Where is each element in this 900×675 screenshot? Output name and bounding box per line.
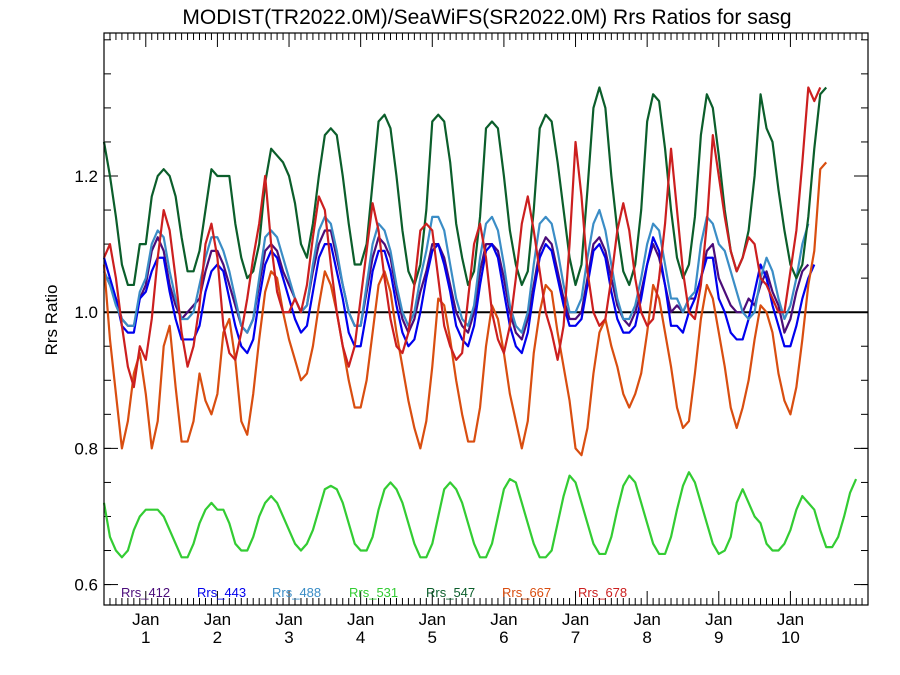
x-tick-label-month: Jan	[275, 610, 302, 629]
chart-title: MODIST(TR2022.0M)/SeaWiFS(SR2022.0M) Rrs…	[182, 6, 791, 29]
legend-item-rrs-667: Rrs_667	[502, 585, 551, 600]
x-tick-label-month: Jan	[132, 610, 159, 629]
x-tick-label-year: 9	[714, 628, 723, 647]
series-line-rrs-678	[102, 86, 822, 389]
series-line-rrs-531	[102, 471, 858, 559]
x-tick-label-month: Jan	[705, 610, 732, 629]
y-axis-label: Rrs Ratio	[42, 285, 61, 356]
plot-frame	[103, 32, 869, 606]
legend-item-rrs-443: Rrs_443	[197, 585, 246, 600]
legend-item-rrs-412: Rrs_412	[121, 585, 170, 600]
x-tick-label-year: 7	[571, 628, 580, 647]
x-tick-label-month: Jan	[419, 610, 446, 629]
x-tick-label-month: Jan	[347, 610, 374, 629]
series-line-rrs-667	[102, 161, 828, 457]
x-tick-label-year: 3	[284, 628, 293, 647]
x-tick-label-year: 2	[213, 628, 222, 647]
axis-ticks	[104, 33, 868, 605]
series-lines	[102, 86, 858, 559]
x-tick-label-year: 1	[141, 628, 150, 647]
y-tick-label: 1.2	[74, 167, 98, 186]
x-tick-label-month: Jan	[777, 610, 804, 629]
x-tick-label-month: Jan	[490, 610, 517, 629]
legend-item-rrs-531: Rrs_531	[349, 585, 398, 600]
y-tick-labels: 0.6 0.8 1.0 1.2	[74, 167, 98, 595]
y-tick-label: 1.0	[74, 303, 98, 322]
series-line-rrs-488	[102, 208, 810, 334]
series-line-rrs-412	[102, 229, 810, 341]
x-tick-label-year: 8	[642, 628, 651, 647]
x-tick-label-year: 10	[781, 628, 800, 647]
x-tick-label-month: Jan	[204, 610, 231, 629]
x-tick-labels: Jan1Jan2Jan3Jan4Jan5Jan6Jan7Jan8Jan9Jan1…	[132, 610, 804, 647]
x-tick-label-year: 6	[499, 628, 508, 647]
x-tick-label-year: 5	[428, 628, 437, 647]
y-tick-label: 0.6	[74, 576, 98, 595]
y-tick-label: 0.8	[74, 439, 98, 458]
series-line-rrs-443	[102, 236, 816, 355]
series-line-rrs-547	[102, 86, 828, 287]
legend-item-rrs-547: Rrs_547	[426, 585, 475, 600]
legend-item-rrs-678: Rrs_678	[578, 585, 627, 600]
legend: Rrs_412 Rrs_443 Rrs_488 Rrs_531 Rrs_547 Rrs_6…	[121, 585, 627, 600]
legend-item-rrs-488: Rrs_488	[272, 585, 321, 600]
x-tick-label-month: Jan	[633, 610, 660, 629]
x-tick-label-month: Jan	[562, 610, 589, 629]
x-tick-label-year: 4	[356, 628, 365, 647]
